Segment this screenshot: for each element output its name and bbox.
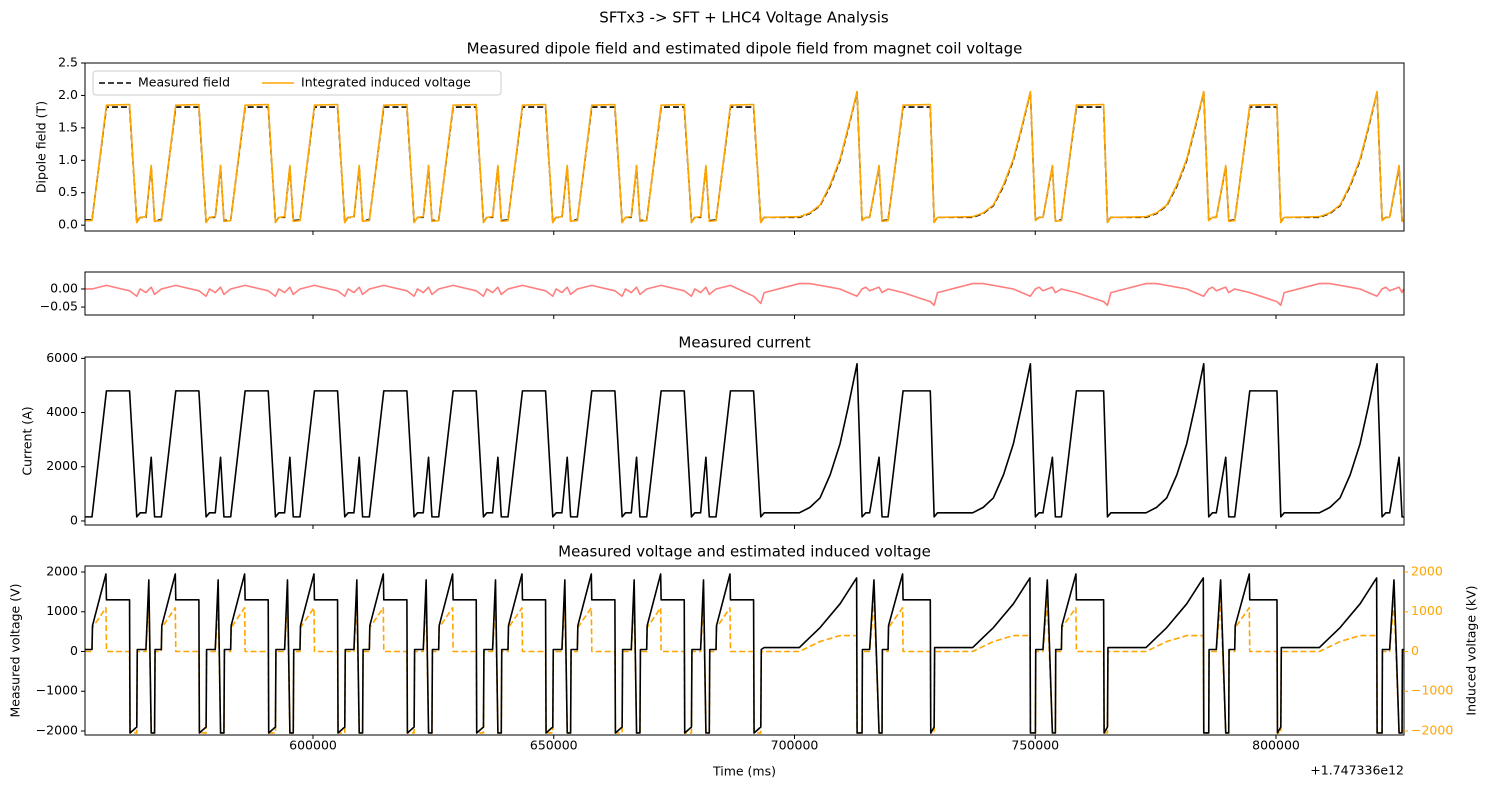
y-tick-label: 0.5 <box>58 184 78 199</box>
legend-box <box>92 70 502 96</box>
axes-title: Measured voltage and estimated induced v… <box>558 543 931 561</box>
y-axis-label: Measured voltage (V) <box>8 583 23 717</box>
data-line <box>85 573 1404 734</box>
y2-tick-label: 0 <box>1411 643 1419 658</box>
x-tick-label: 750000 <box>1011 738 1059 753</box>
x-tick-label: 700000 <box>771 738 819 753</box>
y-axis-label: Dipole field (T) <box>34 101 49 193</box>
y-tick-label: 2000 <box>46 458 78 473</box>
y-tick-label: 0.00 <box>50 280 78 295</box>
data-line <box>85 282 1404 307</box>
y2-tick-label: 1000 <box>1411 603 1443 618</box>
y-tick-label: −0.05 <box>40 299 78 314</box>
y2-tick-label: −1000 <box>1411 683 1453 698</box>
y-tick-label: 2.0 <box>58 87 78 102</box>
y-tick-label: 4000 <box>46 404 78 419</box>
y-tick-label: 1.5 <box>58 119 78 134</box>
y-tick-label: 6000 <box>46 350 78 365</box>
legend-label: Measured field <box>138 75 230 90</box>
axes-title: Measured dipole field and estimated dipo… <box>467 40 1023 58</box>
x-tick-label: 600000 <box>289 738 337 753</box>
y-axis-label: Current (A) <box>20 406 35 475</box>
figure-title: SFTx3 -> SFT + LHC4 Voltage Analysis <box>599 9 889 27</box>
y-tick-label: 0 <box>70 512 78 527</box>
y2-axis-label: Induced voltage (kV) <box>1464 585 1479 715</box>
axes-title: Measured current <box>678 334 810 352</box>
y-tick-label: 0.0 <box>58 217 78 232</box>
x-axis-label: Time (ms) <box>712 764 776 779</box>
y-tick-label: 1000 <box>46 603 78 618</box>
legend: Measured field Integrated induced voltage <box>92 70 502 96</box>
y-tick-label: 1.0 <box>58 152 78 167</box>
x-offset-label: +1.747336e12 <box>1310 763 1404 778</box>
x-tick-label: 650000 <box>530 738 578 753</box>
y-tick-label: 2000 <box>46 564 78 579</box>
axes-frame <box>84 356 1405 526</box>
y-tick-label: −1000 <box>36 683 78 698</box>
data-line <box>85 599 1404 734</box>
y2-tick-label: 2000 <box>1411 564 1443 579</box>
y-tick-label: −2000 <box>36 722 78 737</box>
data-line <box>85 90 1404 224</box>
data-line <box>85 362 1404 518</box>
x-tick-label: 800000 <box>1252 738 1300 753</box>
axes-frame <box>84 565 1405 736</box>
legend-label: Integrated induced voltage <box>301 75 471 90</box>
y-tick-label: 2.5 <box>58 55 78 70</box>
y-tick-label: 0 <box>70 643 78 658</box>
axes-frame <box>84 271 1405 316</box>
y2-tick-label: −2000 <box>1411 722 1453 737</box>
axes-frame <box>84 62 1405 232</box>
